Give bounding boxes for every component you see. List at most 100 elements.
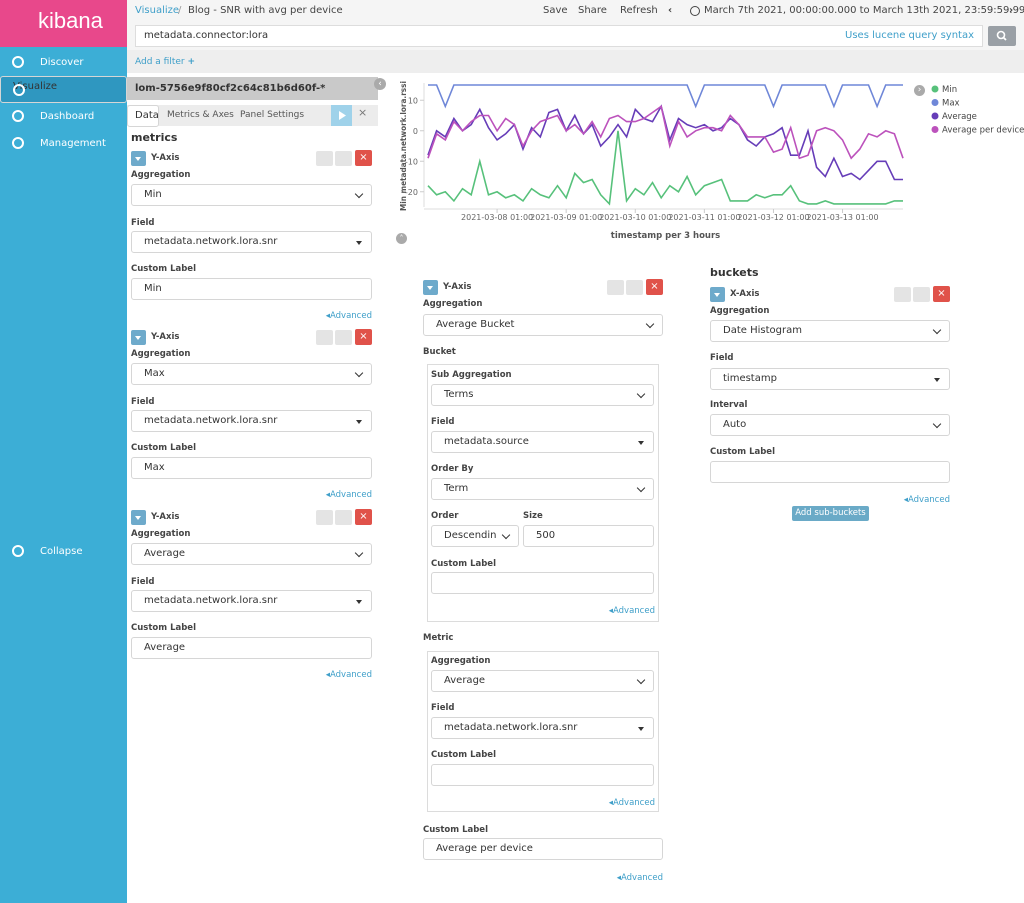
reorder-button[interactable] xyxy=(335,151,352,166)
field-select-value: metadata.network.lora.snr xyxy=(444,722,578,733)
aggregation-select-value: Average Bucket xyxy=(436,319,515,330)
toggle-table[interactable]: ˄ xyxy=(396,233,407,244)
aggregation-select[interactable]: Average xyxy=(131,543,372,565)
remove-button[interactable]: × xyxy=(933,286,950,302)
breadcrumb[interactable]: Visualize xyxy=(135,5,180,16)
custom-label-input-value: Min xyxy=(144,283,162,294)
bucket-box xyxy=(427,364,659,622)
custom-label-input[interactable] xyxy=(710,461,950,483)
advanced-link[interactable]: Advanced xyxy=(302,669,372,681)
refresh[interactable]: Refresh xyxy=(620,5,658,16)
tab[interactable]: Panel Settings xyxy=(240,110,305,120)
collapse-toggle[interactable] xyxy=(131,330,146,345)
reorder-button[interactable] xyxy=(335,510,352,525)
next-range[interactable]: › xyxy=(1009,5,1014,16)
nav-item[interactable]: Dashboard xyxy=(0,103,127,130)
reorder-button[interactable] xyxy=(913,287,930,302)
field-select[interactable]: metadata.network.lora.snr xyxy=(131,231,372,253)
legend-label: Min xyxy=(942,85,957,95)
search-button[interactable] xyxy=(988,26,1016,46)
discard-button[interactable]: × xyxy=(358,106,368,119)
custom-label-input[interactable]: Min xyxy=(131,278,372,300)
order-label: Order xyxy=(431,511,459,521)
collapse-editor[interactable]: ‹ xyxy=(374,78,386,90)
aggregation-select[interactable]: Average xyxy=(431,670,654,692)
field-select[interactable]: metadata.network.lora.snr xyxy=(131,590,372,612)
order-select[interactable]: Descendin xyxy=(431,525,519,547)
interval-select[interactable]: Auto xyxy=(710,414,950,436)
sub-aggregation-select[interactable]: Terms xyxy=(431,384,654,406)
reorder-button[interactable] xyxy=(626,280,643,295)
remove-button[interactable]: × xyxy=(646,279,663,295)
order-by-select[interactable]: Term xyxy=(431,478,654,500)
aggregation-label: Aggregation xyxy=(431,656,491,666)
reorder-button[interactable] xyxy=(335,330,352,345)
remove-button[interactable]: × xyxy=(355,150,372,166)
schema-label: Y-Axis xyxy=(151,332,180,342)
logo[interactable]: kibana xyxy=(0,0,127,47)
custom-label-input[interactable] xyxy=(431,572,654,594)
field-select[interactable]: timestamp xyxy=(710,368,950,390)
disable-button[interactable] xyxy=(316,510,333,525)
advanced-link[interactable]: Advanced xyxy=(585,605,655,617)
syntax-hint[interactable]: Uses lucene query syntax xyxy=(845,30,974,41)
field-select[interactable]: metadata.network.lora.snr xyxy=(131,410,372,432)
disable-button[interactable] xyxy=(894,287,911,302)
custom-label-label: Custom Label xyxy=(131,443,196,453)
collapse-toggle[interactable] xyxy=(710,287,725,302)
aggregation-select[interactable]: Average Bucket xyxy=(423,314,663,336)
time-range[interactable]: March 7th 2021, 00:00:00.000 to March 13… xyxy=(704,5,1024,16)
field-label: Field xyxy=(710,353,734,363)
apply-button[interactable] xyxy=(331,105,352,126)
custom-label-input[interactable]: Average per device xyxy=(423,838,663,860)
field-select-value: metadata.source xyxy=(444,436,529,447)
legend-toggle[interactable]: › xyxy=(914,85,925,96)
prev-range[interactable]: ‹ xyxy=(668,5,673,16)
collapse[interactable]: Collapse xyxy=(0,538,127,565)
remove-button[interactable]: × xyxy=(355,509,372,525)
aggregation-select[interactable]: Date Histogram xyxy=(710,320,950,342)
tab[interactable]: Data xyxy=(127,105,159,127)
x-tick-label: 2021-03-13 01:00 xyxy=(806,213,878,222)
aggregation-label: Aggregation xyxy=(710,306,770,316)
field-select[interactable]: metadata.network.lora.snr xyxy=(431,717,654,739)
disable-button[interactable] xyxy=(316,151,333,166)
collapse-toggle[interactable] xyxy=(131,510,146,525)
advanced-link[interactable]: Advanced xyxy=(302,489,372,501)
size-input[interactable]: 500 xyxy=(523,525,654,547)
custom-label-input[interactable]: Max xyxy=(131,457,372,479)
save[interactable]: Save xyxy=(543,5,568,16)
share[interactable]: Share xyxy=(578,5,607,16)
advanced-link[interactable]: Advanced xyxy=(585,797,655,809)
field-select-value: metadata.network.lora.snr xyxy=(144,236,278,247)
custom-label-input[interactable]: Average xyxy=(131,637,372,659)
remove-button[interactable]: × xyxy=(355,329,372,345)
custom-label-input[interactable] xyxy=(431,764,654,786)
aggregation-select[interactable]: Min xyxy=(131,184,372,206)
tab[interactable]: Metrics & Axes xyxy=(167,110,234,120)
advanced-link[interactable]: Advanced xyxy=(593,872,663,884)
add-sub-buckets[interactable]: Add sub-buckets xyxy=(792,506,869,521)
separator: / xyxy=(178,5,182,16)
aggregation-select[interactable]: Max xyxy=(131,363,372,385)
query-input[interactable]: metadata.connector:lora Uses lucene query… xyxy=(135,25,983,47)
nav-item[interactable]: Discover xyxy=(0,49,127,76)
advanced-link[interactable]: Advanced xyxy=(880,494,950,506)
nav-item[interactable]: Visualize xyxy=(0,76,127,103)
x-axis-title: timestamp per 3 hours xyxy=(611,231,720,241)
nav-item[interactable]: Management xyxy=(0,130,127,157)
add-filter[interactable]: Add a filter + xyxy=(135,57,196,67)
field-select[interactable]: metadata.source xyxy=(431,431,654,453)
collapse-toggle[interactable] xyxy=(423,280,438,295)
aggregation-label: Aggregation xyxy=(423,299,483,309)
aggregation-select-value: Max xyxy=(144,368,165,379)
custom-label-label: Custom Label xyxy=(710,447,775,457)
collapse-toggle[interactable] xyxy=(131,151,146,166)
custom-label-input-value: Max xyxy=(144,462,165,473)
series-line xyxy=(427,104,903,181)
legend-swatch xyxy=(931,126,939,133)
advanced-link[interactable]: Advanced xyxy=(302,310,372,322)
disable-button[interactable] xyxy=(607,280,624,295)
x-tick-label: 2021-03-08 01:00 xyxy=(461,213,533,222)
disable-button[interactable] xyxy=(316,330,333,345)
